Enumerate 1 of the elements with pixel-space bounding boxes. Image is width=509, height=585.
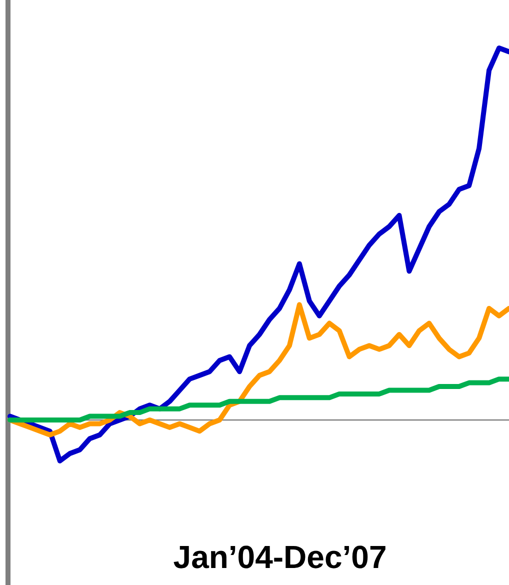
x-axis-title: Jan’04-Dec’07 [173,539,387,575]
